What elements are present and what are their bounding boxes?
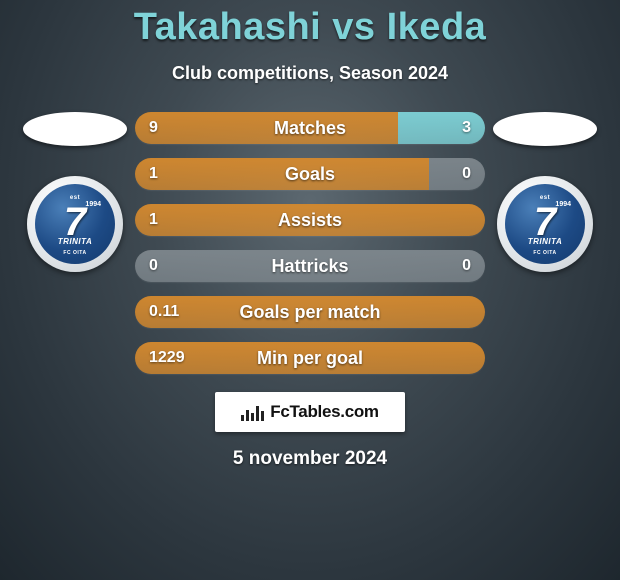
stat-left-value: 0.11	[149, 296, 179, 328]
stat-right-value: 3	[462, 112, 471, 144]
comparison-panel: est 1994 7 TRINITA FC OITA 9 3 Matches	[0, 112, 620, 374]
badge-seven: 7	[64, 202, 86, 242]
stat-row-min-per-goal: 1229 Min per goal	[135, 342, 485, 374]
badge-fcoita-label: FC OITA	[533, 250, 556, 256]
stat-left-value: 0	[149, 250, 158, 282]
stat-row-goals: 1 0 Goals	[135, 158, 485, 190]
player-right-column: est 1994 7 TRINITA FC OITA	[491, 112, 599, 272]
page-title: Takahashi vs Ikeda	[134, 6, 487, 49]
badge-year-label: 1994	[85, 201, 101, 208]
date-label: 5 november 2024	[233, 448, 387, 470]
bar-right	[429, 158, 485, 190]
subtitle: Club competitions, Season 2024	[172, 63, 448, 84]
brand-box: FcTables.com	[215, 392, 405, 432]
stat-row-hattricks: 0 0 Hattricks	[135, 250, 485, 282]
bar-left	[135, 296, 485, 328]
stat-left-value: 1	[149, 158, 158, 190]
bar-right	[310, 250, 485, 282]
bar-left	[135, 112, 398, 144]
stat-row-matches: 9 3 Matches	[135, 112, 485, 144]
bar-left	[135, 250, 310, 282]
badge-fcoita-label: FC OITA	[63, 250, 86, 256]
player-left-ellipse	[23, 112, 127, 146]
bar-left	[135, 204, 485, 236]
badge-seven: 7	[534, 202, 556, 242]
bar-chart-icon	[241, 403, 264, 421]
stat-row-goals-per-match: 0.11 Goals per match	[135, 296, 485, 328]
player-left-column: est 1994 7 TRINITA FC OITA	[21, 112, 129, 272]
stat-left-value: 1	[149, 204, 158, 236]
stat-right-value: 0	[462, 158, 471, 190]
stat-left-value: 9	[149, 112, 158, 144]
stat-row-assists: 1 Assists	[135, 204, 485, 236]
club-badge-left: est 1994 7 TRINITA FC OITA	[27, 176, 123, 272]
stat-left-value: 1229	[149, 342, 185, 374]
badge-trinita-label: TRINITA	[528, 237, 562, 246]
bar-left	[135, 158, 429, 190]
bar-right	[398, 112, 486, 144]
stat-right-value: 0	[462, 250, 471, 282]
brand-text: FcTables.com	[270, 402, 379, 422]
club-badge-right: est 1994 7 TRINITA FC OITA	[497, 176, 593, 272]
stat-bars: 9 3 Matches 1 0 Goals 1 Assists	[135, 112, 485, 374]
badge-trinita-label: TRINITA	[58, 237, 92, 246]
player-right-ellipse	[493, 112, 597, 146]
badge-year-label: 1994	[555, 201, 571, 208]
bar-left	[135, 342, 485, 374]
